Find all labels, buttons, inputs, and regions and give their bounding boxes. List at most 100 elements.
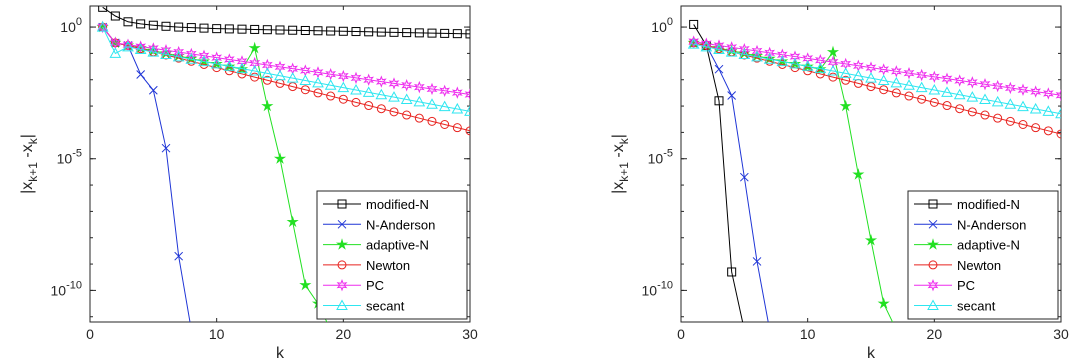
legend-marker [928, 199, 938, 209]
data-point [160, 44, 172, 57]
data-point [904, 325, 914, 334]
data-point [452, 123, 462, 133]
y-axis-label: |xk+1 -xk| [19, 134, 40, 194]
data-point [776, 48, 788, 61]
data-point [852, 69, 865, 81]
y-tick-label: 10-10 [51, 279, 82, 298]
data-point [700, 40, 713, 52]
data-point [942, 101, 952, 111]
data-point [828, 72, 838, 82]
data-point [1031, 123, 1041, 133]
series-line [693, 42, 1061, 135]
x-tick-label: 0 [86, 326, 94, 342]
data-point [123, 17, 133, 27]
series-PC [688, 35, 1061, 102]
data-point [324, 79, 337, 90]
data-point [915, 81, 928, 93]
legend-label: modified-N [957, 197, 1020, 212]
data-point [440, 28, 450, 38]
data-point [248, 65, 261, 76]
legend-item-adaptive-N: adaptive-N [323, 238, 429, 253]
data-point [877, 297, 890, 309]
data-point [1005, 116, 1015, 126]
data-point [98, 6, 108, 12]
data-point [110, 11, 120, 21]
data-point [941, 86, 953, 97]
data-point [738, 48, 751, 59]
legend-marker [337, 260, 347, 270]
data-point [1030, 85, 1042, 98]
data-point [839, 67, 852, 78]
data-point [161, 143, 171, 153]
data-point [236, 62, 248, 74]
data-point [249, 56, 261, 70]
data-point [300, 25, 310, 35]
data-point [928, 83, 941, 95]
data-point [890, 65, 902, 78]
data-point [801, 60, 814, 71]
data-point [814, 62, 827, 74]
data-point [464, 105, 470, 116]
legend-label: secant [366, 299, 405, 314]
y-tick-label: 100 [60, 16, 82, 35]
data-point [980, 110, 990, 120]
legend-box [316, 190, 468, 320]
data-point [414, 113, 424, 123]
data-point [364, 27, 374, 37]
data-point [364, 101, 374, 111]
data-point [199, 23, 209, 33]
legend-label: Newton [957, 258, 1001, 273]
legend-marker [927, 278, 939, 292]
y-tick-label: 10-5 [57, 148, 82, 167]
data-point [713, 43, 725, 54]
legend: modified-N N-Anderson adaptive-N Newton PC se… [907, 190, 1059, 320]
legend-label: adaptive-N [957, 238, 1020, 253]
data-point [892, 325, 902, 334]
data-point [273, 152, 287, 164]
data-point [187, 326, 195, 334]
legend-marker [336, 278, 348, 292]
data-point [826, 45, 840, 58]
data-point [452, 29, 462, 39]
data-point [388, 91, 400, 102]
data-point [440, 120, 450, 129]
data-point [350, 83, 362, 95]
data-point [776, 55, 789, 67]
data-point [465, 29, 470, 39]
data-point [261, 99, 274, 112]
data-point [250, 72, 260, 82]
data-point [1056, 129, 1061, 139]
data-point [764, 46, 776, 60]
legend-item-N-Anderson: N-Anderson [914, 217, 1026, 232]
data-point [388, 77, 400, 90]
legend-item-Newton: Newton [914, 258, 1001, 273]
legend-label: adaptive-N [366, 238, 429, 253]
data-point [174, 22, 184, 32]
legend-marker [337, 219, 347, 229]
data-point [426, 82, 438, 96]
legend-marker [928, 219, 938, 229]
data-point [1004, 98, 1017, 109]
data-point [350, 71, 362, 85]
legend-label: PC [957, 278, 975, 293]
series-line [102, 6, 470, 35]
chart-1: 0 10 20 30 100 10-5 10-10 k |xk+1 -xk| modified-N… [19, 5, 478, 362]
data-point [827, 65, 839, 76]
data-point [413, 95, 426, 107]
data-point [262, 25, 272, 35]
legend-label: secant [957, 299, 996, 314]
data-point [136, 70, 146, 79]
data-point [224, 24, 234, 34]
data-point [904, 91, 914, 101]
data-point [337, 69, 349, 83]
data-point [237, 24, 247, 34]
data-point [727, 267, 737, 277]
data-point [337, 81, 350, 93]
data-point [96, 21, 109, 32]
data-point [148, 20, 158, 30]
data-point [789, 57, 801, 69]
data-point [237, 69, 247, 79]
x-tick-label: 10 [800, 326, 816, 342]
data-point [877, 74, 890, 86]
data-point [916, 68, 928, 82]
